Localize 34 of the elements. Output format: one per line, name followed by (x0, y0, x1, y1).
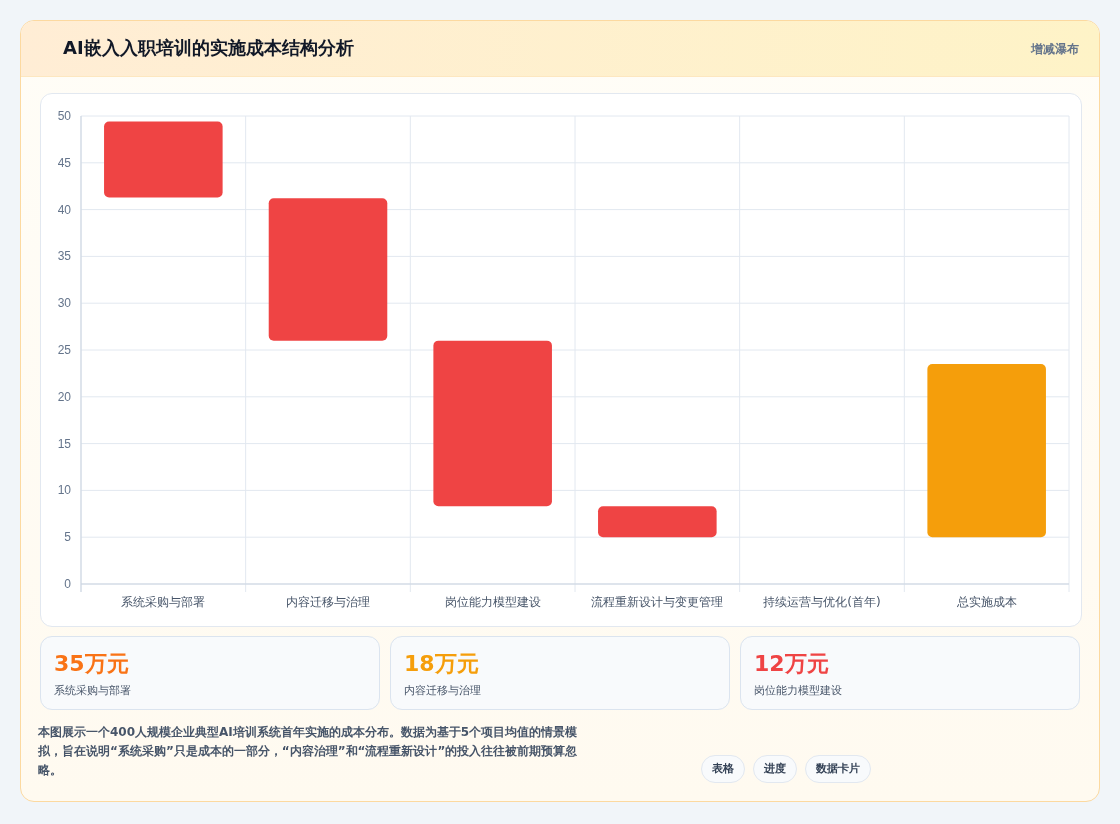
text: 表格 (701, 755, 745, 783)
text: 岗位能力模型建设 (754, 683, 842, 698)
x-tick-label: 总实施成本 (955, 595, 1017, 609)
y-tick-label: 50 (57, 109, 72, 123)
x-tick-label: 岗位能力模型建设 (444, 595, 541, 609)
text: 内容迁移与治理 (404, 683, 481, 698)
y-tick-label: 45 (57, 155, 72, 170)
x-tick-label: 持续运营与优化(首年) (763, 595, 881, 609)
y-tick-label: 15 (57, 436, 72, 451)
chart-title: AI嵌入入职培训的实施成本结构分析 (63, 36, 354, 60)
y-tick-label: 10 (57, 483, 72, 498)
bar (433, 340, 552, 507)
y-tick-label: 40 (57, 202, 72, 217)
x-tick-label: 流程重新设计与变更管理 (591, 595, 724, 609)
x-tick-label: 系统采购与部署 (121, 595, 206, 609)
x-tick-label: 内容迁移与治理 (286, 595, 370, 609)
y-tick-label: 35 (57, 249, 72, 264)
y-tick-label: 25 (57, 343, 72, 357)
y-tick-label: 20 (57, 389, 72, 404)
text: 18万元 (404, 650, 479, 678)
y-tick-label: 0 (64, 577, 72, 591)
chart-subtitle: 增减瀑布 (1031, 41, 1079, 58)
text: 35万元 (54, 650, 129, 678)
bar (927, 364, 1046, 538)
text: 本图展示一个400人规模企业典型AI培训系统首年实施的成本分布。数据为基于5个项目均值的情景模拟，旨在说明“系统采购”只是成本的一部分，“内容治理”和“流程重新设计”的投入往往被前期预算忽略。 (38, 724, 579, 779)
text: 系统采购与部署 (54, 683, 131, 698)
text: 进度 (753, 755, 797, 783)
bar (268, 198, 388, 341)
bar (104, 121, 223, 198)
text: 12万元 (754, 650, 829, 678)
text: 数据卡片 (805, 755, 871, 783)
y-tick-label: 5 (64, 530, 72, 545)
y-tick-label: 30 (57, 296, 72, 311)
bar (598, 506, 717, 538)
